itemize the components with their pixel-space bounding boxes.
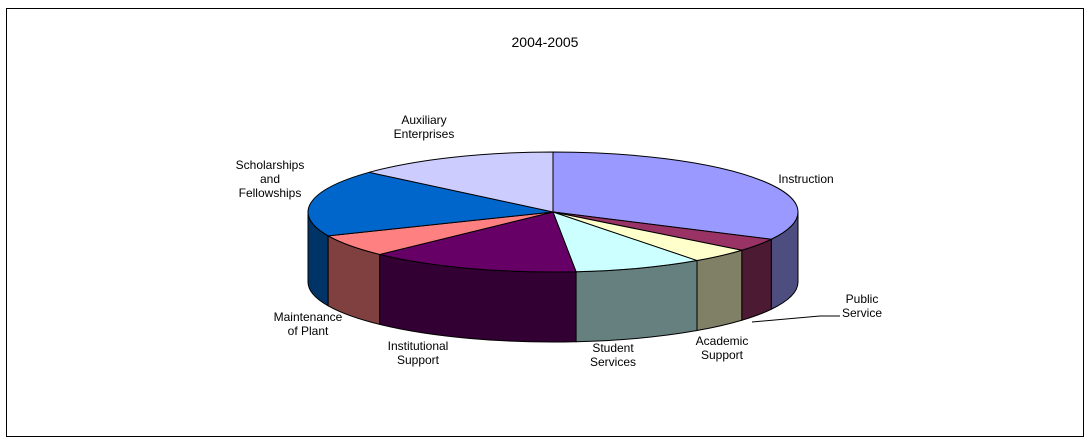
label-institutional-support: Institutional Support [388,339,449,367]
slice-scholarships-and-fellowships [307,171,554,237]
label-auxiliary-enterprises: Auxiliary Enterprises [394,113,455,141]
label-public-service: Public Service [842,292,882,320]
slice-instruction [552,151,799,240]
slice-side-academic-support [696,249,743,332]
slice-institutional-support [379,211,577,273]
slice-student-services [552,211,698,273]
slice-auxiliary-enterprises [369,151,554,213]
slice-side-public-service [741,238,772,321]
label-student-services: Student Services [590,341,636,369]
label-instruction: Instruction [778,172,833,186]
chart-title: 2004-2005 [511,34,579,50]
label-maintenance-of-plant: Maintenance of Plant [274,310,343,338]
leader-line-public-service [751,315,840,323]
label-scholarships-and-fellowships: Scholarships and Fellowships [236,158,305,200]
slice-side-student-services [575,259,698,343]
label-academic-support: Academic Support [696,334,749,362]
